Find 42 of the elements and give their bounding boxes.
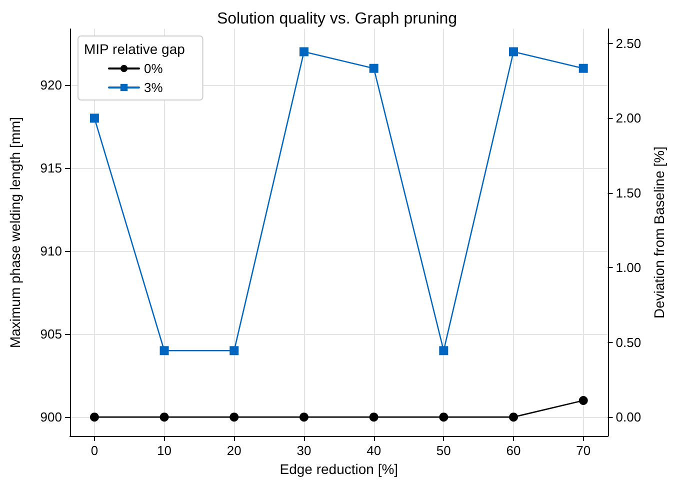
y-tick-label: 900 bbox=[40, 410, 62, 425]
legend-label: 0% bbox=[144, 61, 164, 76]
legend-title: MIP relative gap bbox=[84, 41, 186, 57]
x-axis-title: Edge reduction [%] bbox=[280, 461, 398, 477]
point bbox=[230, 346, 239, 356]
point bbox=[90, 114, 99, 123]
point bbox=[578, 396, 588, 405]
point bbox=[160, 412, 169, 422]
point bbox=[299, 47, 308, 56]
y2-tick-label: 0.50 bbox=[616, 334, 642, 350]
x-tick-label: 40 bbox=[366, 443, 382, 458]
x-tick-label: 70 bbox=[576, 443, 591, 458]
legend-label: 3% bbox=[144, 80, 164, 95]
y-axis-title: Maximum phase welding length [mm] bbox=[7, 116, 23, 348]
chart-title: Solution quality vs. Graph pruning bbox=[216, 10, 458, 28]
y2-tick-label: 1.00 bbox=[616, 260, 642, 276]
y-tick-label: 915 bbox=[40, 160, 62, 176]
x-tick-label: 20 bbox=[226, 443, 242, 458]
point bbox=[299, 412, 308, 422]
y-tick-label: 905 bbox=[40, 326, 62, 342]
point bbox=[509, 412, 518, 422]
point bbox=[439, 346, 448, 356]
x-tick-label: 30 bbox=[296, 443, 312, 458]
point bbox=[160, 346, 169, 356]
y2-tick-label: 2.50 bbox=[616, 36, 642, 51]
point bbox=[509, 47, 518, 56]
y-tick-label: 920 bbox=[40, 77, 62, 92]
point bbox=[90, 412, 99, 422]
y2-tick-label: 2.00 bbox=[616, 110, 642, 126]
point bbox=[439, 412, 448, 422]
y2-tick-label: 1.50 bbox=[616, 185, 642, 200]
point bbox=[230, 412, 239, 422]
x-tick-label: 10 bbox=[157, 443, 172, 458]
x-tick-label: 60 bbox=[506, 443, 521, 458]
y2-tick-label: 0.00 bbox=[616, 410, 642, 425]
x-tick-label: 0 bbox=[90, 443, 98, 458]
point bbox=[578, 64, 588, 73]
y-tick-label: 910 bbox=[40, 244, 62, 259]
point bbox=[369, 64, 378, 73]
point bbox=[369, 412, 378, 422]
x-tick-label: 50 bbox=[436, 443, 451, 458]
y2-axis-title: Deviation from Baseline [%] bbox=[651, 146, 667, 318]
